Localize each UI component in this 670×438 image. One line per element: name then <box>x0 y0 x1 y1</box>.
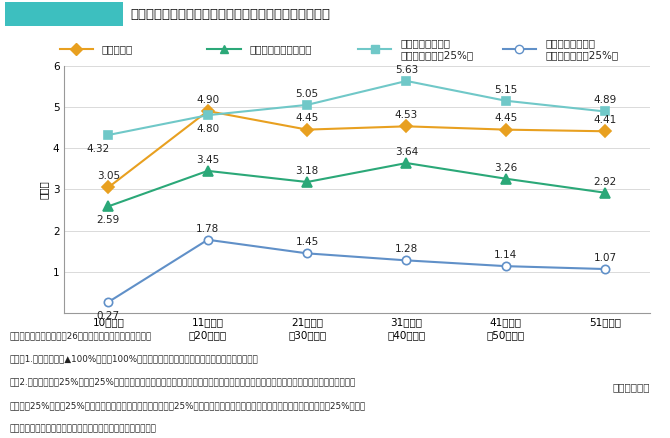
Text: 位25%、上位25%の企業をそれぞれ集計している。下位25%の企業は負債比率が低く、借入負担が相対的に軽く、上位25%の企業: 位25%、上位25%の企業をそれぞれ集計している。下位25%の企業は負債比率が低… <box>10 401 366 410</box>
Text: 2.負債比率下位25%、上位25%とは、金融機関から借入れのある企業のうち、負債比率（総資産に占める金融機関借入れの割合）が下: 2.負債比率下位25%、上位25%とは、金融機関から借入れのある企業のうち、負債… <box>10 378 356 387</box>
借入れのある企業全体 <box>303 180 311 185</box>
借入れのある企業
（負債比率上位25%） <box>502 264 510 269</box>
借入れのある企業
（負債比率下位25%） <box>403 78 411 84</box>
Text: 借入れのある企業
（負債比率上位25%）: 借入れのある企業 （負債比率上位25%） <box>545 38 618 60</box>
Text: 4.45: 4.45 <box>494 113 517 124</box>
借入れのある企業全体 <box>403 160 411 166</box>
Text: 2.59: 2.59 <box>96 215 120 226</box>
Text: 4.45: 4.45 <box>295 113 319 124</box>
無借金企業 <box>303 127 311 132</box>
借入れのある企業
（負債比率上位25%） <box>204 237 212 242</box>
Text: 1.78: 1.78 <box>196 223 219 233</box>
Text: 1.28: 1.28 <box>395 244 418 254</box>
Text: 1.45: 1.45 <box>295 237 319 247</box>
無借金企業 <box>403 124 411 129</box>
借入れのある企業全体 <box>502 176 510 181</box>
Text: 1.07: 1.07 <box>594 253 617 263</box>
Text: 借入れのある企業
（負債比率下位25%）: 借入れのある企業 （負債比率下位25%） <box>401 38 474 60</box>
借入れのある企業
（負債比率上位25%） <box>403 258 411 263</box>
Text: 3.05: 3.05 <box>96 171 120 181</box>
借入れのある企業全体 <box>204 168 212 173</box>
Line: 無借金企業: 無借金企業 <box>105 107 609 191</box>
Text: 4.90: 4.90 <box>196 95 219 105</box>
Text: 3.64: 3.64 <box>395 147 418 157</box>
Text: 3.18: 3.18 <box>295 166 319 176</box>
Y-axis label: （％）: （％） <box>39 180 49 199</box>
無借金企業 <box>601 129 609 134</box>
Text: （注）1.経常利益率が▲100%以上〜100%未満の企業の経常利益率の平均値を集計している。: （注）1.経常利益率が▲100%以上〜100%未満の企業の経常利益率の平均値を集… <box>10 354 259 364</box>
借入れのある企業
（負債比率上位25%） <box>303 251 311 256</box>
Line: 借入れのある企業
（負債比率下位25%）: 借入れのある企業 （負債比率下位25%） <box>105 77 609 139</box>
Line: 借入れのある企業
（負債比率上位25%）: 借入れのある企業 （負債比率上位25%） <box>105 236 609 306</box>
借入れのある企業
（負債比率下位25%） <box>105 132 113 138</box>
Text: 第2-5-60図: 第2-5-60図 <box>36 8 92 21</box>
Text: 2.92: 2.92 <box>594 177 617 187</box>
無借金企業 <box>502 127 510 132</box>
Text: 5.15: 5.15 <box>494 85 517 95</box>
Text: 4.53: 4.53 <box>395 110 418 120</box>
借入れのある企業全体 <box>105 204 113 209</box>
借入れのある企業
（負債比率下位25%） <box>601 109 609 114</box>
Text: 5.05: 5.05 <box>295 89 319 99</box>
借入れのある企業
（負債比率下位25%） <box>303 102 311 107</box>
Text: 無借金企業: 無借金企業 <box>102 44 133 54</box>
借入れのある企業
（負債比率下位25%） <box>502 98 510 103</box>
Text: （設立年数）: （設立年数） <box>612 382 650 392</box>
Text: 3.26: 3.26 <box>494 162 517 173</box>
Text: 設立年数、金融機関からの借入状況別に見た経常利益率: 設立年数、金融機関からの借入状況別に見た経常利益率 <box>131 8 331 21</box>
Text: 5.63: 5.63 <box>395 65 418 75</box>
FancyBboxPatch shape <box>5 2 123 26</box>
Text: 借入れのある企業全体: 借入れのある企業全体 <box>249 44 312 54</box>
Text: 3.45: 3.45 <box>196 155 219 165</box>
Text: 4.32: 4.32 <box>87 144 110 154</box>
Text: 4.41: 4.41 <box>594 115 617 125</box>
Text: 0.27: 0.27 <box>96 311 120 321</box>
借入れのある企業
（負債比率上位25%） <box>601 266 609 272</box>
Text: 資料：経済産業省「平成26年企業活動基本調査」再編加工: 資料：経済産業省「平成26年企業活動基本調査」再編加工 <box>10 331 152 340</box>
Text: 4.80: 4.80 <box>196 124 219 134</box>
無借金企業 <box>204 109 212 114</box>
Text: は負債比率が高く、相対的に借入負担が重いといえる。: は負債比率が高く、相対的に借入負担が重いといえる。 <box>10 424 157 433</box>
無借金企業 <box>105 185 113 190</box>
Line: 借入れのある企業全体: 借入れのある企業全体 <box>103 158 610 211</box>
借入れのある企業
（負債比率下位25%） <box>204 113 212 118</box>
Text: 1.14: 1.14 <box>494 250 517 260</box>
借入れのある企業
（負債比率上位25%） <box>105 300 113 305</box>
Text: 4.89: 4.89 <box>594 95 617 105</box>
借入れのある企業全体 <box>601 190 609 195</box>
